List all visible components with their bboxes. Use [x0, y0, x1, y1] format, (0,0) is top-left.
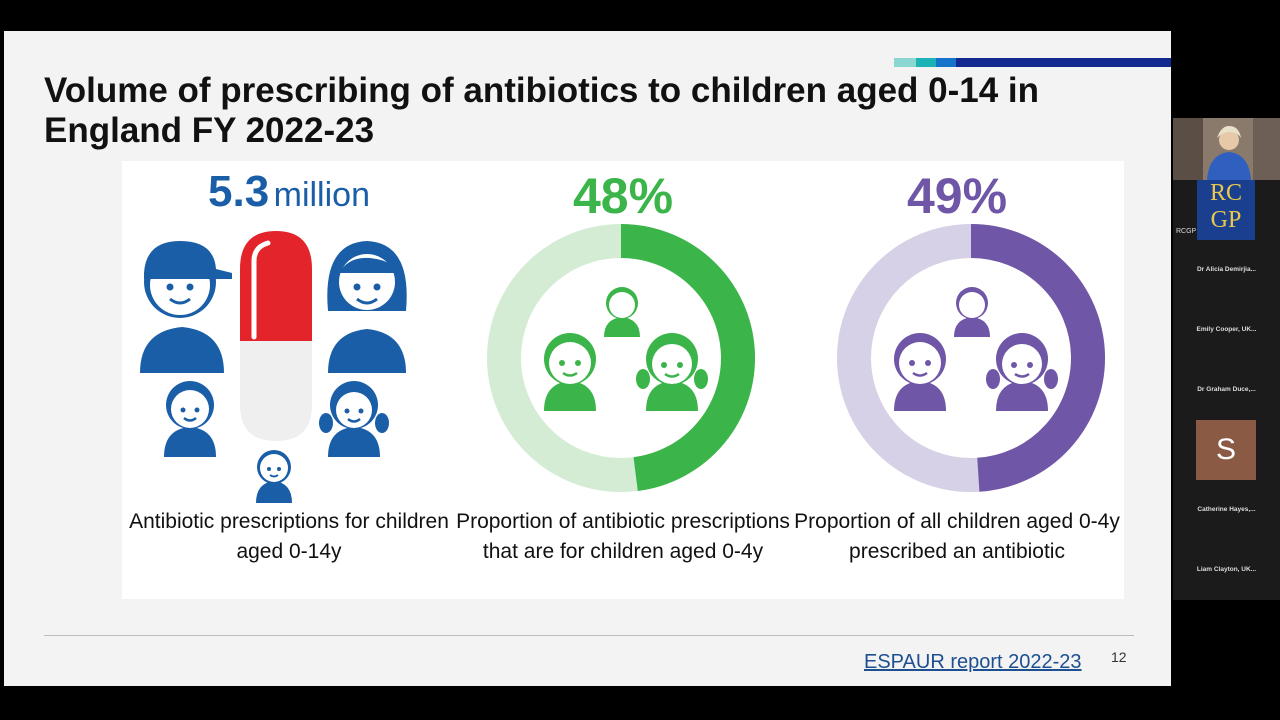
- participant-tile[interactable]: Catherine Hayes,...: [1173, 480, 1280, 540]
- logo-text-bottom: GP: [1210, 207, 1242, 233]
- accent-bar-navy: [956, 58, 1171, 67]
- stat-caption: Proportion of all children aged 0-4y pre…: [794, 510, 1120, 563]
- accent-bar-teal: [916, 58, 936, 67]
- participant-tile[interactable]: S: [1173, 420, 1280, 480]
- participant-tile[interactable]: Emily Cooper, UK...: [1173, 300, 1280, 360]
- children-and-capsule-illustration: [140, 231, 407, 503]
- speaker-video-icon: [1173, 118, 1280, 180]
- stat-under5-share-prescriptions: 48% Proportion of antib: [456, 161, 790, 599]
- stat-value: 48%: [572, 168, 674, 224]
- donut-chart-purple: [837, 224, 1105, 492]
- footer-divider: [44, 635, 1134, 636]
- small-girl-icon: [319, 381, 389, 457]
- children-group-purple-icon: [894, 287, 1058, 411]
- children-group-green-icon: [544, 287, 708, 411]
- participants-sidebar: RCGP RC GP Dr Alicia Demirjia... Emily C…: [1173, 118, 1280, 600]
- stat-caption: Antibiotic prescriptions for children ag…: [129, 510, 449, 563]
- participant-name: Catherine Hayes,...: [1197, 506, 1256, 513]
- participant-video-tile[interactable]: [1173, 118, 1280, 180]
- donut-chart-green: [487, 224, 756, 492]
- infographic-panel: 5.3 million: [122, 161, 1124, 599]
- espaur-report-link[interactable]: ESPAUR report 2022-23: [864, 651, 1082, 673]
- participant-name: RCGP: [1176, 228, 1197, 235]
- accent-bar-blue: [936, 58, 956, 67]
- accent-bar-teal-light: [894, 58, 916, 67]
- stat-caption: Proportion of antibiotic prescriptions t…: [456, 510, 790, 563]
- participant-name: Dr Graham Duce,...: [1197, 386, 1256, 393]
- boy-figure-icon: [140, 241, 232, 373]
- participant-tile[interactable]: Dr Alicia Demirjia...: [1173, 240, 1280, 300]
- stat-unit: million: [273, 176, 370, 214]
- participant-tile-rcgp[interactable]: RCGP RC GP: [1173, 180, 1280, 240]
- presentation-slide: Volume of prescribing of antibiotics to …: [4, 31, 1171, 686]
- donut-fill-arc: [970, 224, 1105, 492]
- stat-prescriptions-volume: 5.3 million: [122, 161, 456, 599]
- girl-figure-icon: [327, 241, 407, 373]
- baby-icon: [256, 450, 292, 503]
- slide-title: Volume of prescribing of antibiotics to …: [44, 71, 1040, 150]
- participant-avatar: S: [1196, 420, 1256, 480]
- page-number: 12: [1111, 649, 1127, 665]
- capsule-icon: [240, 231, 312, 441]
- participant-tile[interactable]: Dr Graham Duce,...: [1173, 360, 1280, 420]
- stat-value: 49%: [906, 168, 1008, 224]
- stat-under5-prescribed-share: 49% Proportion of all c: [790, 161, 1124, 599]
- stat-number: 5.3: [208, 167, 270, 216]
- participant-tile[interactable]: Liam Clayton, UK...: [1173, 540, 1280, 600]
- participant-name: Dr Alicia Demirjia...: [1196, 266, 1256, 273]
- small-boy-icon: [164, 381, 216, 457]
- participant-name: Emily Cooper, UK...: [1196, 326, 1257, 333]
- stat-value: 5.3 million: [122, 167, 456, 217]
- donut-fill-arc: [620, 224, 756, 491]
- rcgp-logo: RC GP: [1197, 180, 1255, 240]
- participant-name: Liam Clayton, UK...: [1196, 566, 1257, 573]
- logo-text-top: RC: [1209, 180, 1242, 206]
